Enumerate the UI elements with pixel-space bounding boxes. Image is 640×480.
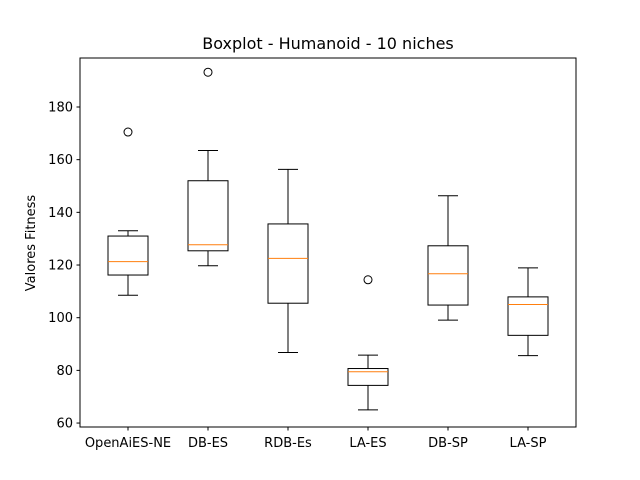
y-tick-label: 80 — [56, 364, 73, 379]
x-tick-label: DB-SP — [428, 436, 468, 451]
box-iqr — [427, 245, 469, 306]
x-tick-label: LA-ES — [349, 436, 386, 451]
plot-area: 60 80 100 120 140 160 180 OpenAiES-NE DB-ES RDB-E… — [48, 67, 549, 451]
x-tick-label: OpenAiES-NE — [85, 436, 171, 451]
x-tick-label: LA-SP — [510, 436, 547, 451]
box-iqr — [347, 368, 389, 386]
y-tick-label: 180 — [48, 100, 73, 115]
outlier-point — [363, 275, 373, 285]
y-axis-label: Valores Fitness — [24, 195, 39, 292]
box-iqr — [507, 296, 549, 336]
axes-frame — [79, 57, 577, 428]
x-tick-label: DB-ES — [188, 436, 228, 451]
box-iqr — [267, 223, 309, 304]
y-tick-label: 60 — [56, 417, 73, 432]
outlier-point — [203, 67, 213, 77]
box-iqr — [187, 180, 229, 252]
y-tick-label: 120 — [48, 259, 73, 274]
y-tick-label: 140 — [48, 206, 73, 221]
x-tick-label: RDB-Es — [264, 436, 312, 451]
chart-title: Boxplot - Humanoid - 10 niches — [202, 34, 454, 53]
y-tick-label: 160 — [48, 153, 73, 168]
box-iqr — [107, 235, 149, 276]
outlier-point — [123, 127, 133, 137]
y-tick-label: 100 — [48, 311, 73, 326]
